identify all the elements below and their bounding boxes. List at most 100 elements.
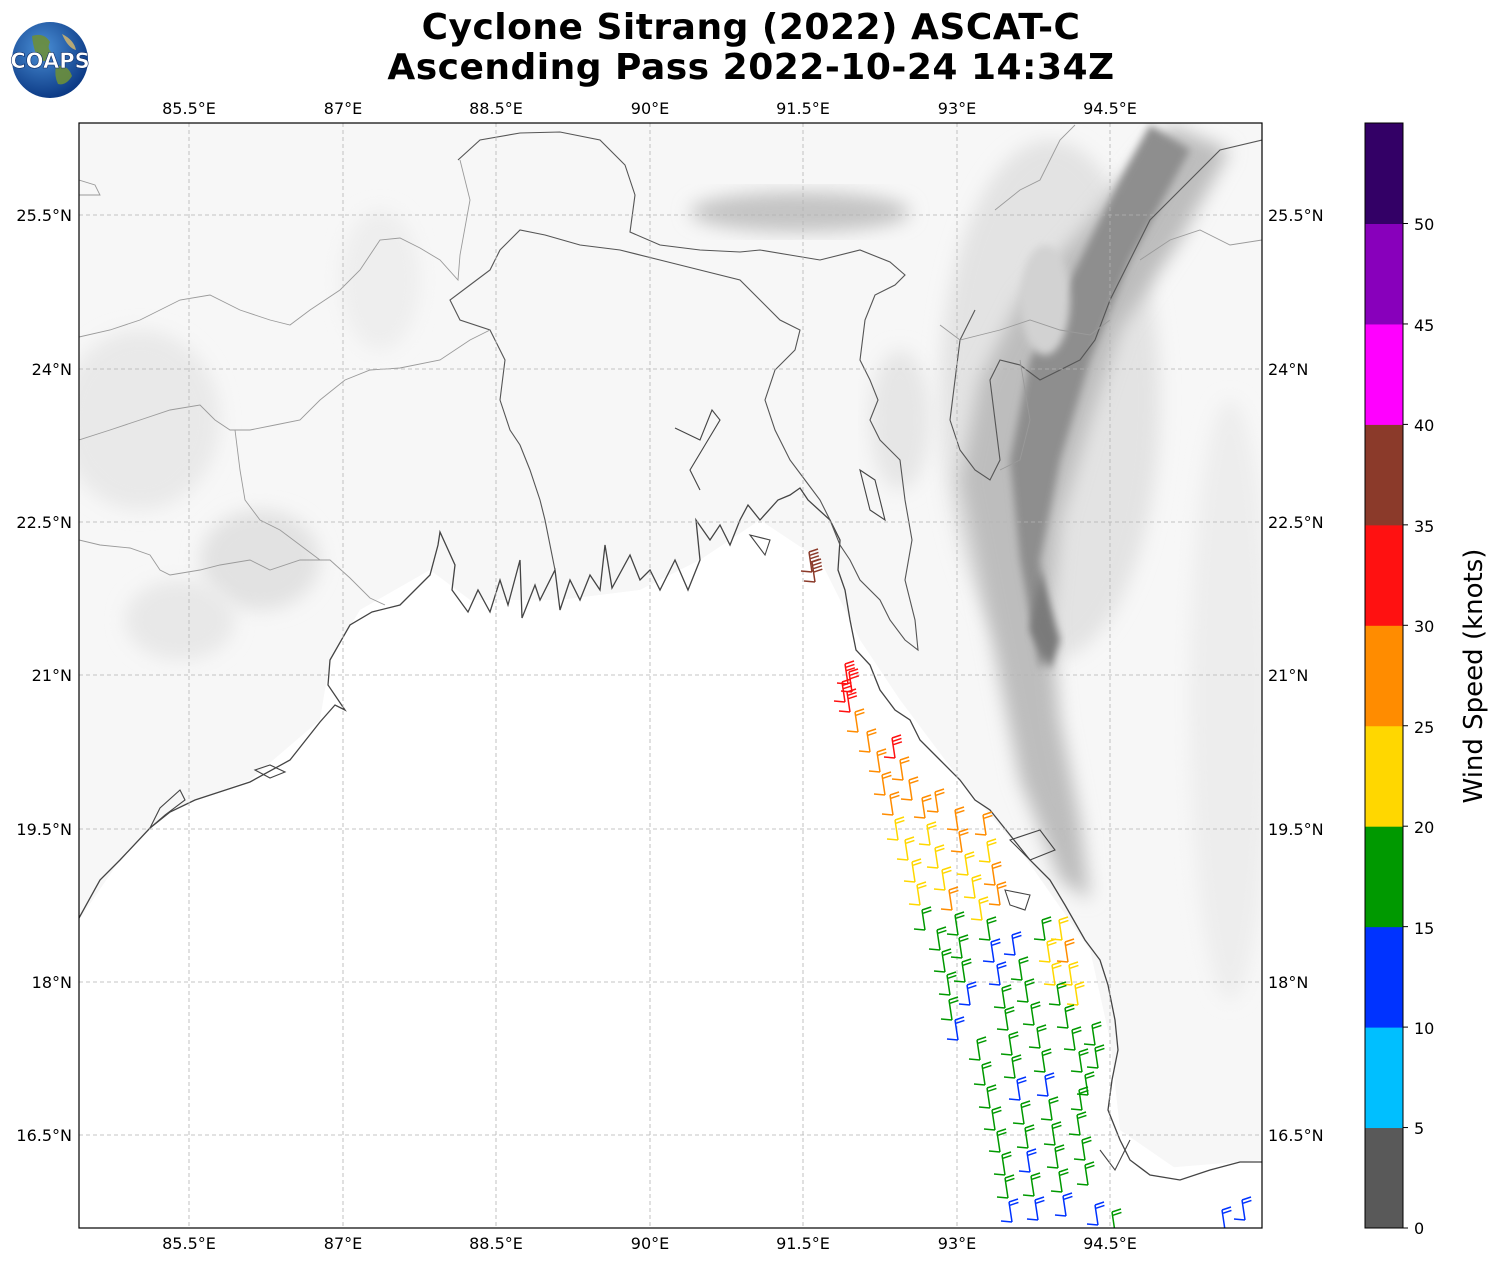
lat-tick-right-4: 21°N — [1268, 666, 1308, 685]
bay-of-bengal — [79, 520, 1262, 1228]
wind-barb — [868, 748, 887, 773]
wind-barb — [1111, 1208, 1122, 1228]
wind-barb — [836, 660, 856, 685]
wind-barb — [926, 844, 945, 869]
colorbar-bin-10-15 — [1365, 926, 1403, 1028]
lat-tick-left-5: 19.5°N — [16, 820, 72, 839]
colorbar-bin-5-10 — [1365, 1027, 1403, 1129]
wind-barb — [938, 971, 957, 996]
cb-label-5: 5 — [1414, 1119, 1424, 1138]
colorbar-bin-50+ — [1365, 123, 1403, 224]
colorbar-bin-30-35 — [1365, 524, 1403, 626]
wind-barb — [1000, 1198, 1019, 1223]
wind-barb — [1033, 1048, 1052, 1073]
wind-barb — [1221, 1206, 1232, 1228]
lat-tick-right-2: 24°N — [1268, 360, 1308, 379]
wind-barb — [1068, 1111, 1087, 1136]
wind-barb — [1056, 1004, 1075, 1029]
lat-tick-right-6: 18°N — [1268, 973, 1308, 992]
lat-tick-right-1: 25.5°N — [1268, 206, 1324, 225]
wind-barb — [926, 788, 945, 813]
wind-barb — [1076, 1161, 1095, 1186]
cb-label-10: 10 — [1414, 1019, 1434, 1038]
colorbar-frame — [1364, 122, 1404, 1229]
wind-barb — [956, 851, 975, 876]
colorbar-bin-20-25 — [1365, 725, 1403, 827]
wind-barb — [1022, 1172, 1041, 1197]
wind-barb — [896, 836, 915, 861]
wind-barb — [1063, 1026, 1082, 1051]
wind-barb — [1066, 981, 1085, 1006]
colorbar-bin-15-20 — [1365, 826, 1403, 928]
wind-barb — [958, 981, 977, 1006]
cb-label-45: 45 — [1414, 316, 1434, 335]
cb-label-35: 35 — [1414, 517, 1434, 536]
wind-barb — [1086, 1044, 1105, 1069]
wind-barb — [918, 821, 937, 846]
lon-tick-top-4: 90°E — [631, 99, 669, 118]
wind-barb — [1026, 1196, 1045, 1221]
cb-label-50: 50 — [1414, 215, 1434, 234]
wind-barb — [886, 816, 905, 841]
wind-barb — [1043, 1121, 1062, 1146]
colorbar-title: Wind Speed (knots) — [1459, 549, 1489, 804]
coastline — [79, 487, 1262, 1181]
title-line-2: Ascending Pass 2022-10-24 14:34Z — [387, 47, 1115, 88]
wind-barb — [950, 934, 969, 959]
colorbar-bin-25-30 — [1365, 625, 1403, 727]
cb-label-0: 0 — [1414, 1219, 1424, 1238]
lat-tick-right-3: 22.5°N — [1268, 513, 1324, 532]
colorbar-bin-0-5 — [1365, 1127, 1403, 1229]
wind-barb — [1048, 981, 1067, 1006]
cb-label-25: 25 — [1414, 718, 1434, 737]
wind-barb — [933, 948, 952, 973]
wind-barb — [983, 861, 1002, 886]
wind-barb — [978, 838, 997, 863]
lon-tick-top-6: 93°E — [938, 99, 976, 118]
wind-barb — [840, 668, 860, 693]
cb-label-20: 20 — [1414, 818, 1434, 837]
wind-barb — [1008, 1076, 1027, 1101]
coaps-logo: COAPS — [10, 22, 90, 98]
cb-label-40: 40 — [1414, 416, 1434, 435]
graticule — [79, 123, 1262, 1228]
logo-text: COAPS — [10, 49, 89, 73]
wind-barb — [908, 881, 927, 906]
lat-tick-right-7: 16.5°N — [1268, 1126, 1324, 1145]
wind-barb — [1070, 1086, 1089, 1111]
wind-barb — [978, 1084, 997, 1109]
wind-barb — [993, 1151, 1012, 1176]
wind-barb — [1046, 1144, 1065, 1169]
wind-barb — [988, 881, 1007, 906]
wind-barb — [973, 1061, 992, 1086]
globe-icon — [12, 22, 88, 98]
lon-tick-bottom-6: 93°E — [938, 1234, 976, 1253]
wind-barb — [940, 886, 959, 911]
wind-barb — [846, 708, 865, 733]
wind-barb — [974, 811, 993, 836]
wind-barb — [913, 794, 932, 819]
wind-barb — [891, 756, 910, 781]
colorbar-bin-45-50 — [1365, 223, 1403, 325]
wind-barb — [1033, 916, 1052, 941]
wind-barb — [933, 866, 952, 891]
lon-tick-top-3: 88.5°E — [469, 99, 523, 118]
wind-barb — [881, 791, 900, 816]
colorbar-bin-40-45 — [1365, 323, 1403, 425]
wind-barb — [928, 926, 947, 951]
lon-tick-top-1: 85.5°E — [162, 99, 216, 118]
lon-tick-bottom-3: 88.5°E — [469, 1234, 523, 1253]
wind-barb — [950, 828, 969, 853]
wind-barb — [800, 548, 820, 573]
title-line-1: Cyclone Sitrang (2022) ASCAT-C — [421, 7, 1081, 48]
wind-barb — [1010, 956, 1029, 981]
wind-barb — [1233, 1196, 1252, 1221]
lat-tick-left-3: 22.5°N — [16, 513, 72, 532]
wind-barb — [946, 806, 965, 831]
wind-barb — [900, 776, 919, 801]
wind-barb — [1038, 938, 1057, 963]
wind-barb — [1050, 916, 1069, 941]
cb-label-15: 15 — [1414, 919, 1434, 938]
lon-tick-bottom-2: 87°E — [324, 1234, 362, 1253]
